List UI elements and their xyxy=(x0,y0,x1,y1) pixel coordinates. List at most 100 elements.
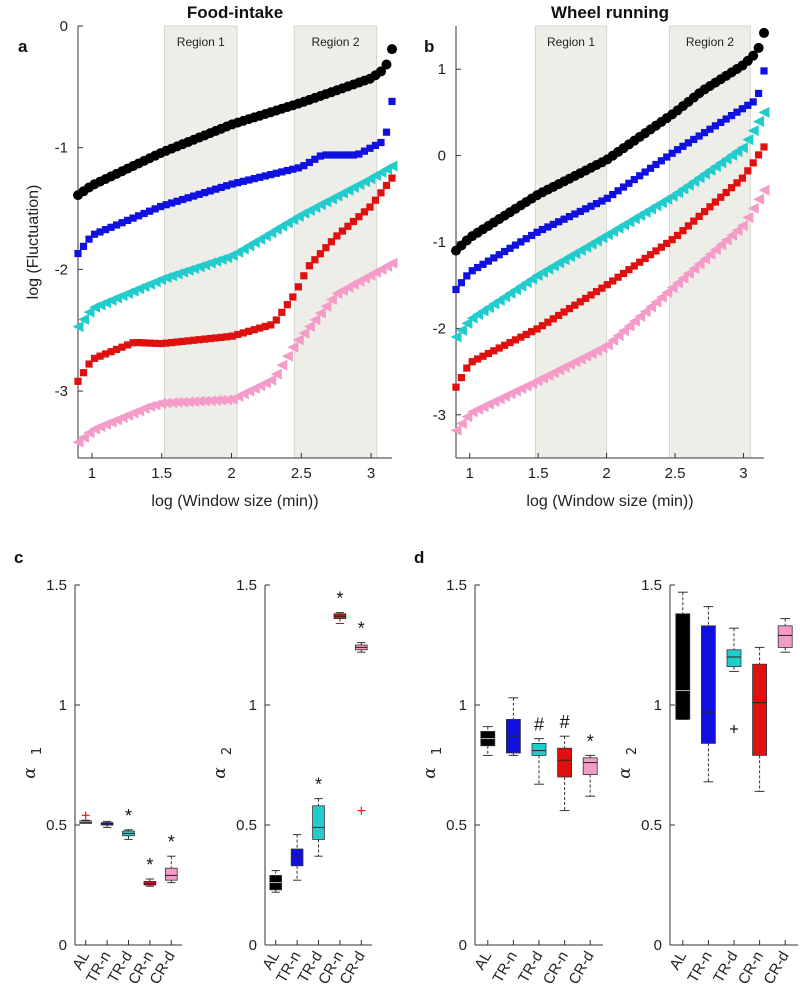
data-point-TR-n xyxy=(679,142,687,150)
significance-mark: * xyxy=(587,731,594,751)
data-point-CR-n xyxy=(582,294,590,302)
series-AL xyxy=(451,27,769,256)
box-CR-n: # xyxy=(557,712,572,812)
data-point-TR-d xyxy=(753,115,765,127)
y-tick-label: -3 xyxy=(433,407,446,424)
data-point-CR-d xyxy=(265,374,277,386)
data-point-CR-n xyxy=(234,330,242,339)
data-point-CR-d xyxy=(78,431,90,443)
data-point-AL xyxy=(387,44,397,55)
data-point-TR-n xyxy=(96,228,104,236)
data-point-TR-n xyxy=(217,183,225,192)
data-point-TR-n xyxy=(560,215,568,223)
data-point-CR-n xyxy=(560,308,568,316)
data-point-CR-d xyxy=(177,396,189,408)
data-point-CR-n xyxy=(673,231,682,240)
box-TR-d: * xyxy=(312,775,325,857)
y-tick-label: 0 xyxy=(59,937,67,954)
series-CR-d xyxy=(450,184,770,436)
data-point-TR-n xyxy=(760,67,768,75)
data-point-TR-n xyxy=(592,200,601,208)
y-axis-label: log (Fluctuation) xyxy=(25,185,42,300)
data-point-TR-n xyxy=(278,168,286,176)
box-CR-d xyxy=(777,618,793,653)
data-point-TR-n xyxy=(360,147,369,155)
data-point-CR-n xyxy=(484,349,493,358)
data-point-CR-n xyxy=(528,328,536,336)
data-point-TR-n xyxy=(190,192,198,200)
data-point-CR-n xyxy=(327,238,336,246)
category-label: TR-n xyxy=(684,949,715,986)
data-point-CR-n xyxy=(294,283,302,291)
data-point-CR-n xyxy=(717,193,725,201)
data-point-CR-n xyxy=(107,348,115,356)
box-CR-d: * xyxy=(355,619,368,815)
data-point-CR-n xyxy=(544,318,552,326)
region-2-label: Region 2 xyxy=(311,35,359,49)
box-iqr xyxy=(143,881,157,886)
data-point-CR-n xyxy=(256,324,264,332)
category-label: TR-n xyxy=(489,949,520,986)
data-point-CR-n xyxy=(619,269,628,278)
data-point-TR-n xyxy=(484,257,493,265)
data-point-TR-n xyxy=(571,210,579,218)
data-point-CR-n xyxy=(85,360,93,368)
data-point-CR-n xyxy=(711,198,719,206)
data-point-CR-n xyxy=(700,207,709,216)
data-point-CR-n xyxy=(663,239,671,248)
data-point-AL xyxy=(381,59,392,70)
significance-mark: * xyxy=(125,806,132,826)
data-point-TR-n xyxy=(162,201,170,209)
box-iqr xyxy=(701,625,716,744)
data-point-TR-n xyxy=(316,152,324,160)
y-tick-label: 0.5 xyxy=(641,817,662,834)
category-label: AL xyxy=(471,949,495,973)
y-axis-label-symbol: α xyxy=(615,767,635,779)
data-point-CR-n xyxy=(201,335,209,343)
data-point-TR-n xyxy=(305,158,313,167)
y-tick-label: -2 xyxy=(55,261,68,278)
data-point-CR-n xyxy=(300,272,308,280)
data-point-CR-d xyxy=(612,329,624,341)
y-tick-label: -2 xyxy=(433,320,446,337)
data-point-CR-n xyxy=(571,301,579,309)
data-point-CR-d xyxy=(650,296,662,308)
data-point-TR-d xyxy=(72,321,84,333)
data-point-CR-d xyxy=(672,277,684,289)
data-point-TR-n xyxy=(501,247,509,256)
region-2-band xyxy=(669,25,751,459)
data-point-CR-n xyxy=(355,213,363,221)
data-point-CR-n xyxy=(517,333,525,341)
data-point-CR-d xyxy=(715,239,727,251)
data-point-CR-n xyxy=(695,212,703,220)
x-axis-label: log (Window size (min)) xyxy=(526,493,693,510)
data-point-CR-n xyxy=(250,326,258,334)
data-point-CR-n xyxy=(228,332,236,340)
y-tick-label: 0.5 xyxy=(446,817,467,834)
x-tick-label: 2.5 xyxy=(291,465,312,482)
series-AL xyxy=(73,44,397,201)
data-point-CR-n xyxy=(722,188,730,197)
series-TR-d xyxy=(72,160,398,333)
data-point-CR-n xyxy=(652,247,660,255)
data-point-CR-d xyxy=(666,282,678,294)
data-point-TR-n xyxy=(474,263,482,272)
series-TR-d xyxy=(450,106,770,343)
data-point-CR-n xyxy=(311,256,319,264)
x-tick-label: 1 xyxy=(88,465,96,482)
significance-mark: * xyxy=(146,855,153,875)
category-label: CR-n xyxy=(735,949,767,988)
data-point-TR-n xyxy=(338,151,347,159)
data-point-CR-n xyxy=(360,208,369,216)
data-point-CR-n xyxy=(79,369,88,377)
data-point-TR-n xyxy=(234,179,242,187)
data-point-TR-n xyxy=(267,171,275,179)
series-TR-n xyxy=(452,67,768,294)
data-point-TR-n xyxy=(652,160,660,169)
data-point-CR-d xyxy=(742,211,754,223)
data-point-CR-n xyxy=(146,339,154,347)
data-point-CR-d xyxy=(292,334,304,346)
data-point-CR-d xyxy=(634,310,646,322)
data-point-CR-d xyxy=(618,325,630,337)
